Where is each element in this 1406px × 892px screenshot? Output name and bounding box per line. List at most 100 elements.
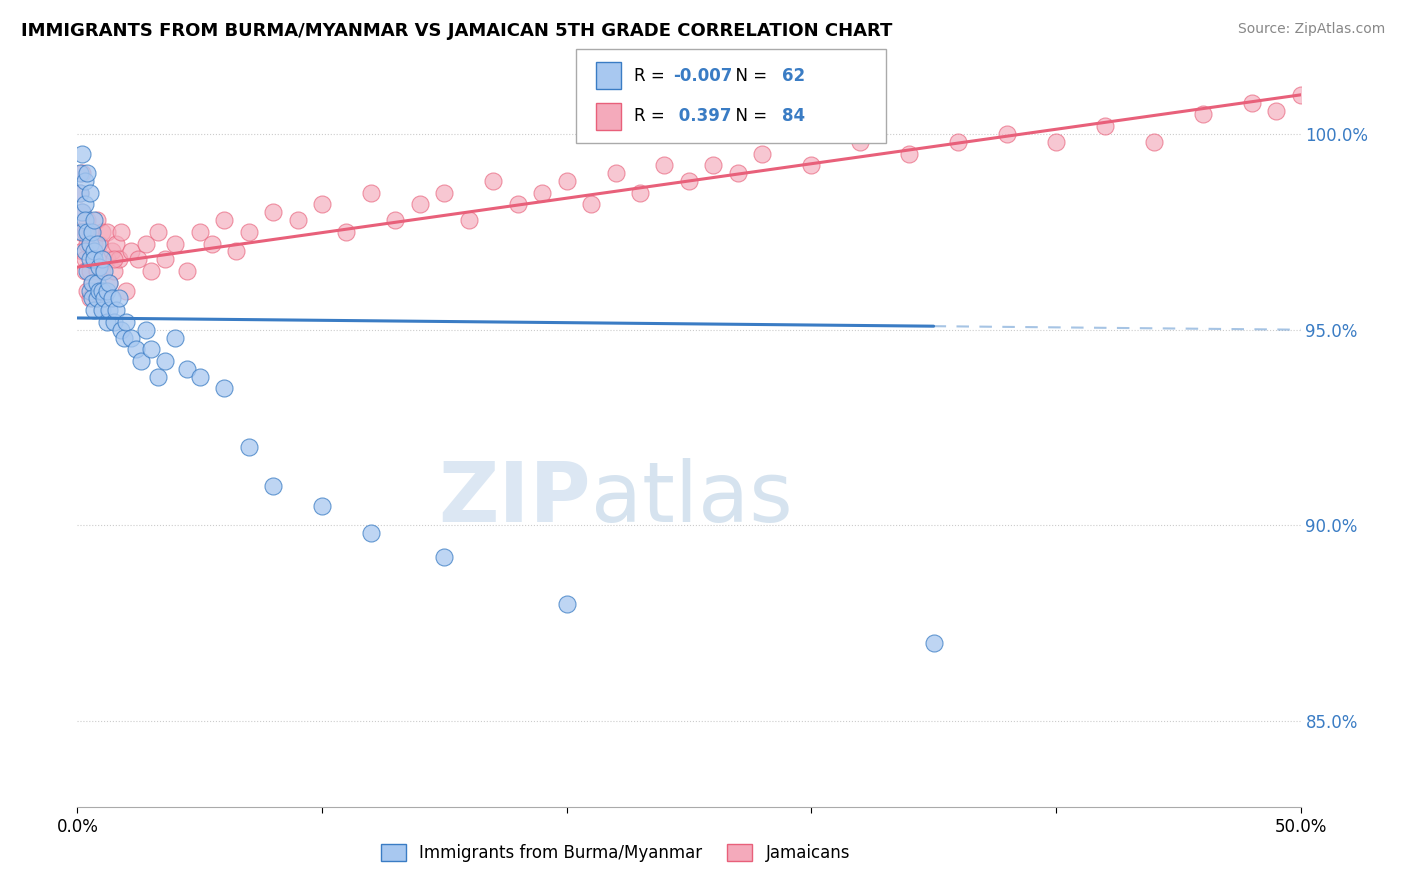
Text: 62: 62 (782, 67, 804, 85)
Point (922, 636, 945, 650)
Point (946, 135, 969, 149)
Point (238, 225, 260, 239)
Point (80, 292, 103, 306)
Point (201, 236, 224, 251)
Point (112, 330, 135, 344)
Point (86, 264, 108, 278)
Point (287, 213, 309, 227)
Point (79, 225, 101, 239)
Point (125, 343, 148, 357)
Point (115, 284, 138, 298)
Point (73, 197, 96, 211)
Point (93, 292, 115, 306)
Point (103, 315, 125, 329)
Point (70, 225, 93, 239)
Point (409, 197, 432, 211)
Point (165, 236, 187, 251)
Point (1045, 135, 1067, 149)
Point (727, 166, 749, 180)
Point (188, 369, 211, 384)
Point (212, 381, 235, 395)
Point (90, 303, 112, 318)
Point (93, 264, 115, 278)
Point (76, 166, 98, 180)
Point (1143, 135, 1166, 149)
Text: N =: N = (725, 107, 773, 125)
Point (120, 330, 142, 344)
Point (800, 158, 823, 172)
Point (360, 526, 382, 541)
Text: -0.007: -0.007 (673, 67, 733, 85)
Point (69, 186, 91, 200)
Point (83, 284, 105, 298)
Point (127, 252, 149, 267)
Point (262, 479, 284, 493)
Point (73, 174, 96, 188)
Point (165, 330, 187, 344)
Point (89, 236, 111, 251)
Point (96, 284, 118, 298)
Point (105, 236, 128, 251)
Point (83, 236, 105, 251)
Point (1289, 87, 1312, 102)
Point (70, 244, 93, 259)
Point (146, 225, 169, 239)
Point (457, 213, 479, 227)
Text: ZIP: ZIP (439, 458, 591, 539)
Point (83, 213, 105, 227)
Point (73, 225, 96, 239)
Point (1265, 103, 1288, 118)
Point (212, 213, 235, 227)
Point (110, 323, 132, 337)
Point (98, 276, 121, 290)
Text: atlas: atlas (591, 458, 793, 539)
Point (79, 284, 101, 298)
Point (995, 127, 1018, 141)
Point (898, 146, 921, 161)
Point (98, 276, 121, 290)
Point (79, 186, 101, 200)
Point (678, 174, 700, 188)
Point (79, 236, 101, 251)
Point (90, 284, 112, 298)
Text: Source: ZipAtlas.com: Source: ZipAtlas.com (1237, 22, 1385, 37)
Point (311, 197, 333, 211)
Point (80, 225, 103, 239)
Point (83, 244, 105, 259)
Point (108, 252, 131, 267)
Point (70, 205, 93, 219)
Point (69, 225, 91, 239)
Point (96, 225, 118, 239)
Point (238, 440, 260, 454)
Point (83, 252, 105, 267)
Point (73, 244, 96, 259)
Point (531, 186, 554, 200)
Point (76, 225, 98, 239)
Point (176, 264, 198, 278)
Point (89, 284, 111, 298)
Point (108, 292, 131, 306)
Point (86, 292, 108, 306)
Point (69, 186, 91, 200)
Point (311, 499, 333, 513)
Point (98, 303, 121, 318)
Point (482, 174, 505, 188)
Text: R =: R = (634, 107, 671, 125)
Point (654, 158, 676, 172)
Point (86, 236, 108, 251)
Point (79, 264, 101, 278)
Text: R =: R = (634, 67, 671, 85)
Point (96, 252, 118, 267)
Point (90, 225, 112, 239)
Point (90, 252, 112, 267)
Point (89, 284, 111, 298)
Point (188, 225, 211, 239)
Point (73, 252, 96, 267)
Point (702, 158, 724, 172)
Point (83, 303, 105, 318)
Point (120, 244, 142, 259)
Point (70, 166, 93, 180)
Point (225, 244, 247, 259)
Point (849, 135, 872, 149)
Point (110, 225, 132, 239)
